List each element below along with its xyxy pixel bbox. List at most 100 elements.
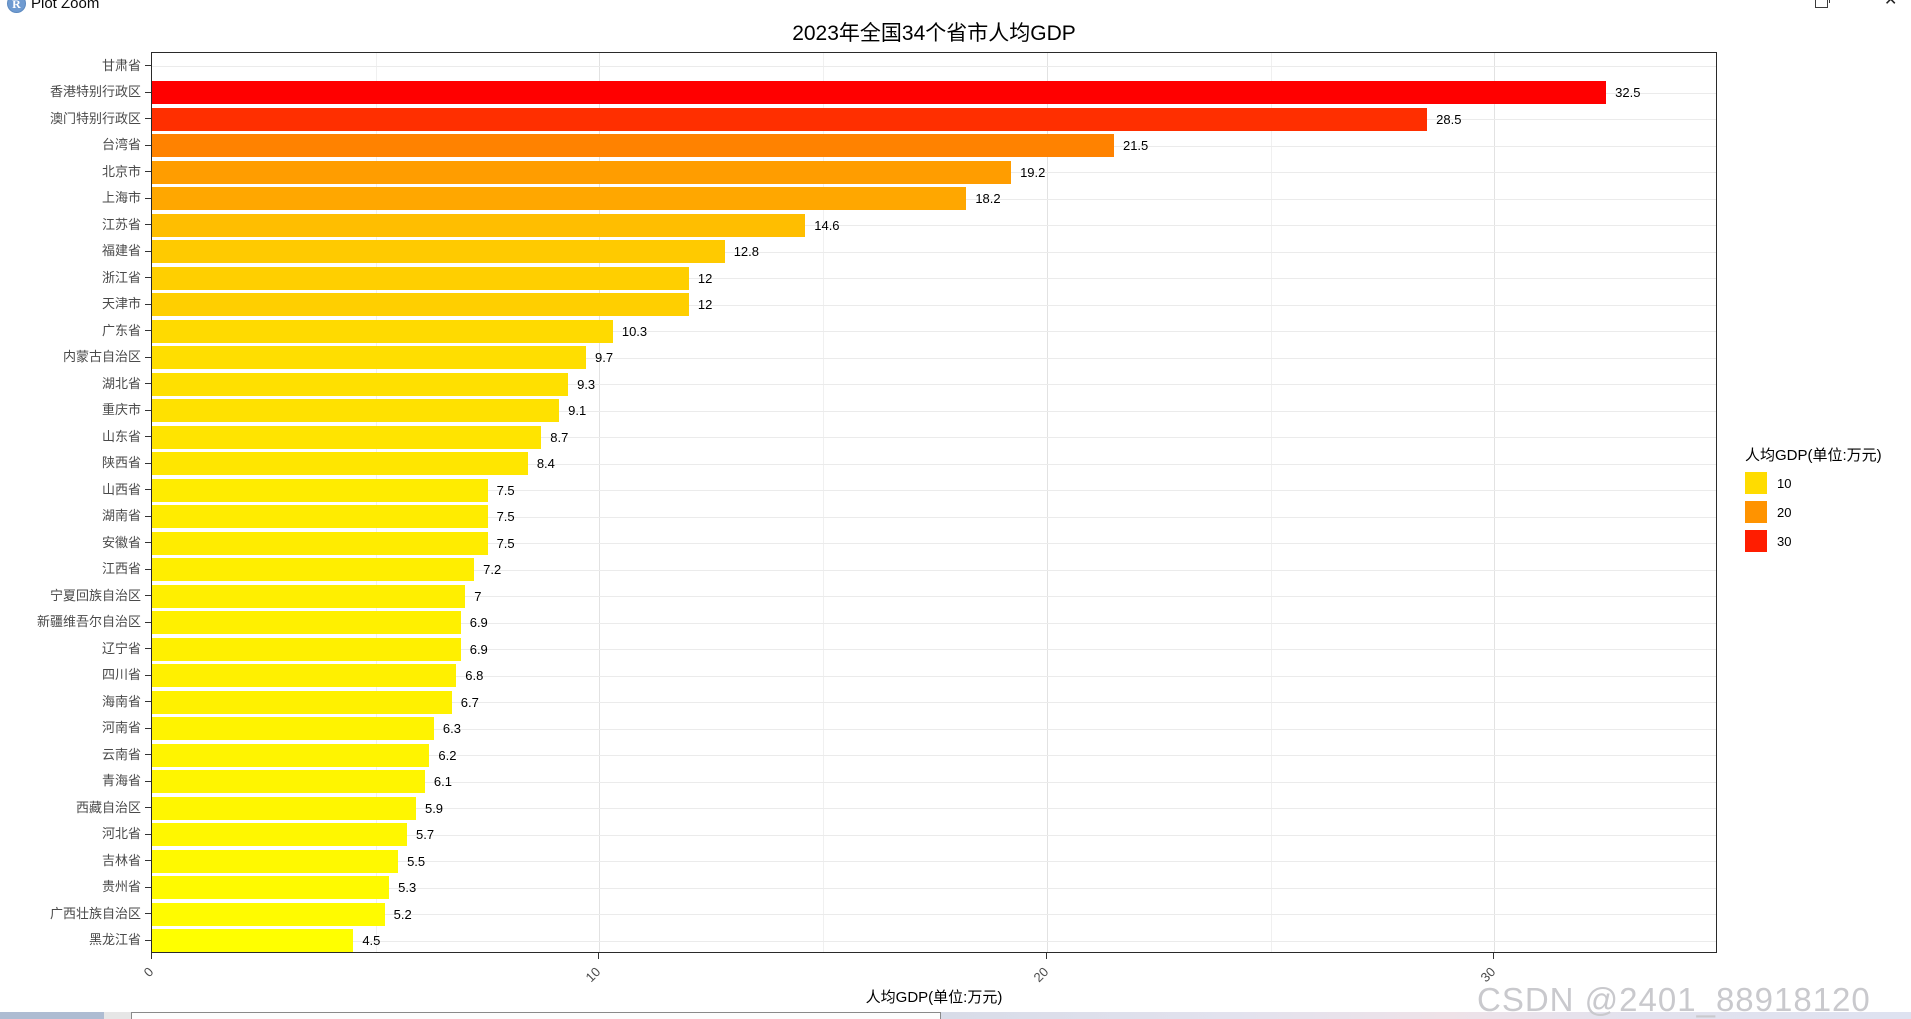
x-major-gridline	[1494, 53, 1496, 952]
bar-value-label: 18.2	[975, 191, 1001, 207]
desktop-edge-segment	[104, 1012, 131, 1019]
y-gridline	[152, 66, 1716, 68]
y-axis-label: 宁夏回族自治区	[49, 587, 141, 603]
x-minor-gridline	[823, 53, 825, 952]
y-tick-mark	[145, 833, 151, 835]
gdp-bar	[152, 770, 425, 794]
y-axis-label: 安徽省	[101, 534, 141, 550]
gdp-bar	[152, 293, 689, 317]
y-tick-mark	[145, 383, 151, 385]
restore-window-button[interactable]	[1815, 0, 1830, 8]
y-gridline	[152, 251, 1716, 253]
gdp-bar	[152, 240, 725, 264]
bar-value-label: 7.2	[483, 562, 502, 578]
x-tick-label: 0	[140, 964, 157, 980]
bar-value-label: 6.9	[469, 615, 488, 631]
r-app-icon: R	[7, 0, 26, 13]
bar-value-label: 6.3	[442, 721, 461, 737]
plot-panel: 32.5 28.5 21.5 19.2 18.2 14.6 12.8 12 12 10.3 9.7 9…	[151, 52, 1717, 953]
y-gridline	[152, 278, 1716, 280]
x-tick-mark	[1493, 953, 1495, 959]
bar-value-label: 6.9	[469, 641, 488, 657]
gdp-bar	[152, 187, 967, 211]
gdp-bar	[152, 372, 569, 396]
y-axis-label: 贵州省	[101, 879, 141, 895]
y-gridline	[152, 755, 1716, 757]
y-axis-label: 广西壮族自治区	[49, 905, 141, 921]
bar-value-label: 12	[697, 297, 713, 313]
y-tick-mark	[145, 727, 151, 729]
y-tick-mark	[145, 939, 151, 941]
y-axis-label: 四川省	[101, 667, 141, 683]
y-tick-mark	[145, 754, 151, 756]
gdp-bar	[152, 213, 806, 237]
y-tick-mark	[145, 356, 151, 358]
y-axis-label: 河北省	[101, 826, 141, 842]
y-axis-label: 湖南省	[101, 508, 141, 524]
y-gridline	[152, 516, 1716, 518]
y-tick-mark	[145, 330, 151, 332]
y-axis-label: 重庆市	[101, 402, 141, 418]
x-tick-mark	[598, 953, 600, 959]
y-gridline	[152, 304, 1716, 306]
bar-value-label: 5.7	[416, 827, 435, 843]
y-gridline	[152, 331, 1716, 333]
close-window-button[interactable]: ✕	[1884, 0, 1898, 9]
bar-value-label: 8.4	[536, 456, 555, 472]
gdp-bar	[152, 876, 390, 900]
y-tick-mark	[145, 648, 151, 650]
y-gridline	[152, 543, 1716, 545]
bar-value-label: 8.7	[550, 429, 569, 445]
x-minor-gridline	[375, 53, 377, 952]
gdp-bar	[152, 690, 452, 714]
y-axis-label: 辽宁省	[101, 640, 141, 656]
legend-swatch	[1745, 472, 1767, 494]
y-axis-label: 江苏省	[101, 216, 141, 232]
x-tick-mark	[1045, 953, 1047, 959]
gdp-bar	[152, 452, 528, 476]
gdp-bar	[152, 664, 457, 688]
bar-value-label: 7.5	[496, 482, 515, 498]
x-major-gridline	[1046, 53, 1048, 952]
x-tick-mark	[151, 953, 152, 959]
y-gridline	[152, 834, 1716, 836]
y-tick-mark	[145, 568, 151, 570]
y-gridline	[152, 728, 1716, 730]
gdp-bar	[152, 134, 1114, 158]
window-titlebar: R Plot Zoom ✕	[0, 0, 1911, 16]
y-axis-label: 广东省	[101, 322, 141, 338]
gdp-bar	[152, 929, 354, 953]
y-tick-mark	[145, 277, 151, 279]
bar-value-label: 14.6	[814, 217, 840, 233]
gdp-bar	[152, 425, 542, 449]
bar-value-label: 28.5	[1436, 111, 1462, 127]
y-gridline	[152, 596, 1716, 598]
window-title: Plot Zoom	[31, 0, 100, 12]
gdp-bar	[152, 346, 586, 370]
gdp-bar	[152, 849, 399, 873]
y-tick-mark	[145, 462, 151, 464]
bar-value-label: 12.8	[733, 244, 760, 260]
y-axis-label: 浙江省	[101, 269, 141, 285]
y-tick-mark	[145, 913, 151, 915]
chart-title: 2023年全国34个省市人均GDP	[792, 22, 1076, 45]
bar-value-label: 5.9	[424, 800, 444, 816]
y-tick-mark	[145, 860, 151, 862]
gdp-bar	[152, 823, 408, 847]
y-axis-label: 江西省	[101, 561, 141, 577]
legend-item: 30	[1745, 530, 1911, 552]
y-tick-mark	[145, 118, 151, 120]
bar-value-label: 19.2	[1020, 164, 1046, 180]
gdp-bar	[152, 558, 475, 582]
y-tick-mark	[145, 144, 151, 146]
bar-value-label: 5.2	[393, 906, 412, 922]
bar-value-label: 9.1	[568, 403, 587, 419]
y-axis-label: 天津市	[101, 296, 141, 312]
bar-value-label: 5.3	[398, 880, 417, 896]
y-tick-mark	[145, 436, 151, 438]
gdp-bar	[152, 478, 488, 502]
y-gridline	[152, 940, 1716, 942]
y-tick-mark	[145, 886, 151, 888]
y-tick-mark	[145, 489, 151, 491]
